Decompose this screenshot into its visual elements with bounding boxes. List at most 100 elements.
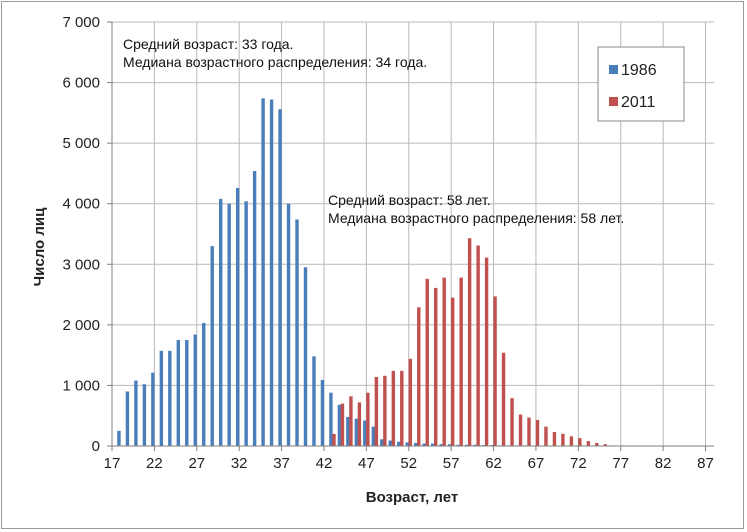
bar-1986-age-45 xyxy=(346,416,350,446)
bar-1986-age-47 xyxy=(363,420,367,446)
bar-1986-age-21 xyxy=(142,384,147,446)
legend-box xyxy=(597,46,685,122)
bar-2011-age-53 xyxy=(417,307,421,446)
x-tick-label: 47 xyxy=(358,455,375,472)
annotation-1986-median: Медиана возрастного распределения: 34 го… xyxy=(123,54,427,70)
bar-1986-age-18 xyxy=(117,430,121,446)
x-tick-label: 27 xyxy=(188,455,205,472)
axes xyxy=(107,21,714,451)
bar-2011-age-54 xyxy=(425,278,429,446)
legend: 1986 2011 xyxy=(597,46,685,122)
y-tick-label: 5 000 xyxy=(62,135,100,152)
bar-1986-age-44 xyxy=(337,404,342,446)
x-tick-label: 57 xyxy=(443,455,460,472)
bar-1986-age-43 xyxy=(329,392,333,446)
annotation-1986-mean: Средний возраст: 33 года. xyxy=(123,36,293,52)
bar-2011-age-63 xyxy=(501,352,506,446)
bar-1986-age-28 xyxy=(202,323,206,446)
x-tick-label: 42 xyxy=(316,455,333,472)
x-tick-label: 17 xyxy=(104,455,121,472)
bar-1986-age-54 xyxy=(422,443,426,446)
bar-1986-age-38 xyxy=(286,203,291,446)
x-tick-label: 52 xyxy=(400,455,417,472)
bar-2011-age-44 xyxy=(340,403,345,446)
bar-2011-age-70 xyxy=(561,433,565,446)
bar-2011-age-47 xyxy=(366,392,370,446)
annotation-2011-median: Медиана возрастного распределения: 58 ле… xyxy=(328,210,624,226)
y-tick-label: 0 xyxy=(92,438,100,455)
x-tick-labels: 17 22 27 32 37 42 47 52 57 62 67 72 77 82 87 xyxy=(104,455,714,472)
bar-1986-age-29 xyxy=(210,246,214,446)
bar-2011-age-51 xyxy=(400,370,404,446)
bar-1986-age-58 xyxy=(456,444,460,446)
x-tick-label: 22 xyxy=(146,455,163,472)
bar-2011-age-68 xyxy=(544,426,548,446)
bar-1986-age-56 xyxy=(439,444,443,446)
bar-2011-age-58 xyxy=(459,277,463,446)
bar-2011-age-62 xyxy=(493,296,497,446)
bar-1986-age-35 xyxy=(261,98,265,446)
y-tick-label: 2 000 xyxy=(62,317,100,334)
bar-1986-age-33 xyxy=(244,201,248,446)
bar-1986-age-27 xyxy=(193,334,197,446)
bar-1986-age-48 xyxy=(371,426,376,446)
y-tick-label: 3 000 xyxy=(62,256,100,273)
bar-1986-age-49 xyxy=(380,439,384,446)
legend-label-2011: 2011 xyxy=(621,94,656,111)
bar-1986-age-32 xyxy=(235,187,240,446)
bar-2011-age-65 xyxy=(518,414,523,446)
bar-2011-age-57 xyxy=(450,297,455,446)
bars xyxy=(117,98,709,447)
y-tick-labels: 0 1 000 2 000 3 000 4 000 5 000 6 000 7 000 xyxy=(62,14,100,455)
bar-2011-age-56 xyxy=(442,277,446,446)
bar-2011-age-67 xyxy=(535,419,540,446)
legend-label-1986: 1986 xyxy=(621,62,657,79)
bar-1986-age-41 xyxy=(312,356,316,446)
bar-2011-age-49 xyxy=(383,375,387,446)
bar-1986-age-30 xyxy=(219,198,223,446)
bar-1986-age-22 xyxy=(151,372,155,446)
y-tick-label: 6 000 xyxy=(62,75,100,92)
bar-2011-age-75 xyxy=(603,444,607,446)
bar-1986-age-25 xyxy=(176,340,180,446)
bar-1986-age-19 xyxy=(125,391,130,446)
x-axis-title: Возраст, лет xyxy=(366,489,458,506)
bar-2011-age-74 xyxy=(595,442,599,446)
bar-1986-age-53 xyxy=(414,442,418,446)
bar-2011-age-48 xyxy=(374,376,379,446)
bar-2011-age-66 xyxy=(527,417,531,446)
bar-2011-age-72 xyxy=(578,438,582,446)
y-axis-title: Число лиц xyxy=(31,207,48,287)
bar-1986-age-52 xyxy=(405,442,409,446)
x-tick-label: 62 xyxy=(485,455,502,472)
y-tick-label: 1 000 xyxy=(62,377,100,394)
bar-2011-age-45 xyxy=(349,396,353,446)
bar-2011-age-60 xyxy=(476,245,480,446)
bar-1986-age-39 xyxy=(295,219,299,446)
bar-1986-age-51 xyxy=(397,441,401,446)
bar-1986-age-50 xyxy=(388,440,392,446)
bar-1986-age-40 xyxy=(303,267,308,446)
bar-1986-age-31 xyxy=(227,203,231,446)
bar-2011-age-73 xyxy=(586,441,591,446)
bar-1986-age-59 xyxy=(464,444,469,446)
bar-2011-age-52 xyxy=(408,358,412,446)
bar-1986-age-36 xyxy=(269,99,274,446)
x-tick-label: 72 xyxy=(570,455,587,472)
bar-1986-age-37 xyxy=(278,109,282,446)
bar-2011-age-61 xyxy=(484,257,489,446)
bar-2011-age-69 xyxy=(552,432,557,446)
bar-1986-age-23 xyxy=(159,350,164,446)
x-tick-label: 67 xyxy=(528,455,545,472)
x-tick-label: 82 xyxy=(655,455,672,472)
x-tick-label: 77 xyxy=(612,455,629,472)
x-tick-label: 37 xyxy=(273,455,290,472)
x-tick-label: 87 xyxy=(697,455,714,472)
bar-1986-age-24 xyxy=(168,350,172,446)
bar-2011-age-64 xyxy=(510,398,514,446)
y-tick-label: 4 000 xyxy=(62,196,100,213)
bar-1986-age-26 xyxy=(185,340,189,446)
bar-1986-age-60 xyxy=(473,444,477,446)
x-tick-label: 32 xyxy=(231,455,248,472)
